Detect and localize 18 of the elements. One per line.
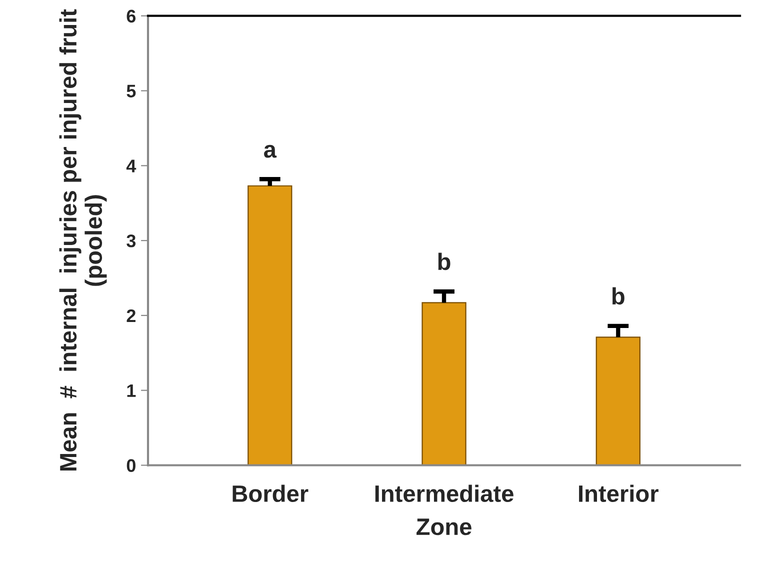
y-axis-title: Mean # internal injuries per injured fruit (pooled): [59, 9, 107, 471]
x-tick-label: Intermediate: [375, 484, 514, 502]
x-tick-label: Border: [232, 484, 308, 502]
y-tick-label: 3: [126, 234, 136, 248]
bar: [248, 185, 292, 466]
y-tick-label: 5: [126, 84, 136, 98]
y-tick-label: 6: [126, 10, 136, 23]
bar: [422, 302, 466, 466]
annotation: b: [612, 287, 624, 305]
annotation: a: [264, 144, 277, 158]
y-tick-label: 4: [126, 160, 136, 172]
x-tick-label: Interior: [579, 484, 658, 502]
y-tick-label: 1: [127, 384, 136, 397]
y-tick-label: 0: [126, 459, 136, 472]
x-axis-title: Zone: [416, 518, 472, 536]
annotation: b: [438, 252, 450, 270]
bar: [596, 336, 640, 466]
y-tick-label: 2: [126, 309, 136, 322]
